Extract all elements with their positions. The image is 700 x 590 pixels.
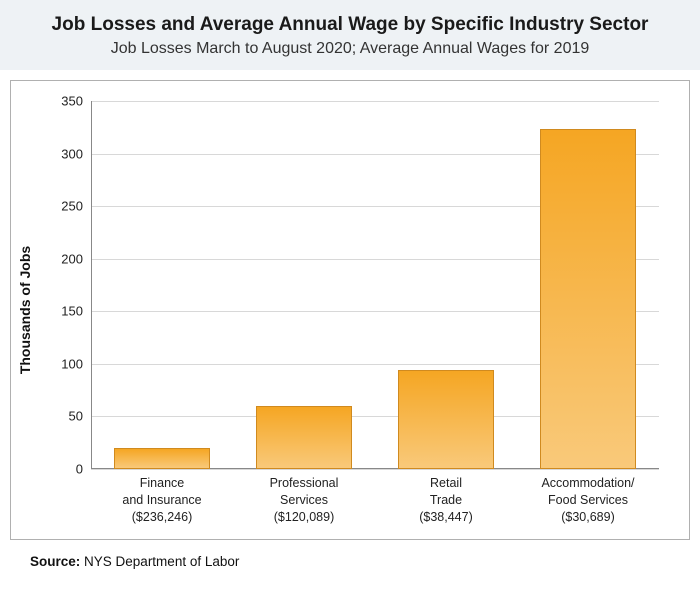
chart-header: Job Losses and Average Annual Wage by Sp… xyxy=(0,0,700,70)
y-tick-label: 200 xyxy=(51,251,91,266)
x-label: Professional Services ($120,089) xyxy=(233,469,375,539)
bar-slot xyxy=(233,101,375,469)
y-tick-label: 0 xyxy=(51,462,91,477)
y-tick-label: 100 xyxy=(51,356,91,371)
category-line2: Trade xyxy=(430,493,462,507)
bar xyxy=(256,406,353,469)
y-tick-label: 150 xyxy=(51,304,91,319)
bar-slot xyxy=(517,101,659,469)
category-wage: ($120,089) xyxy=(233,509,375,526)
bar-slot xyxy=(375,101,517,469)
x-label: Retail Trade ($38,447) xyxy=(375,469,517,539)
plot-area: 050100150200250300350 xyxy=(91,101,659,469)
y-axis-label: Thousands of Jobs xyxy=(17,246,33,374)
bar xyxy=(398,370,495,469)
x-axis-labels: Financeand Insurance($236,246)Profession… xyxy=(91,469,659,539)
category-line2: and Insurance xyxy=(122,493,201,507)
category-line1: Finance xyxy=(140,476,184,490)
category-line2: Food Services xyxy=(548,493,628,507)
category-wage: ($38,447) xyxy=(375,509,517,526)
y-tick-label: 350 xyxy=(51,94,91,109)
category-line2: Services xyxy=(280,493,328,507)
x-label: Accommodation/Food Services ($30,689) xyxy=(517,469,659,539)
x-label: Finance and Insurance ($236,246) xyxy=(91,469,233,539)
y-tick-label: 50 xyxy=(51,409,91,424)
chart-subtitle: Job Losses March to August 2020; Average… xyxy=(20,40,680,58)
chart-container: Thousands of Jobs 050100150200250300350 … xyxy=(10,80,690,540)
category-wage: ($236,246) xyxy=(91,509,233,526)
category-line1: Professional xyxy=(270,476,339,490)
category-line1: Accommodation/ xyxy=(541,476,634,490)
bar xyxy=(540,129,637,469)
bar xyxy=(114,448,211,469)
source-text: NYS Department of Labor xyxy=(84,554,239,569)
category-wage: ($30,689) xyxy=(517,509,659,526)
source-line: Source: NYS Department of Labor xyxy=(0,540,700,569)
chart-title: Job Losses and Average Annual Wage by Sp… xyxy=(20,14,680,36)
y-tick-label: 300 xyxy=(51,146,91,161)
bars-group xyxy=(91,101,659,469)
y-tick-label: 250 xyxy=(51,199,91,214)
category-line1: Retail xyxy=(430,476,462,490)
bar-slot xyxy=(91,101,233,469)
source-label: Source: xyxy=(30,554,80,569)
